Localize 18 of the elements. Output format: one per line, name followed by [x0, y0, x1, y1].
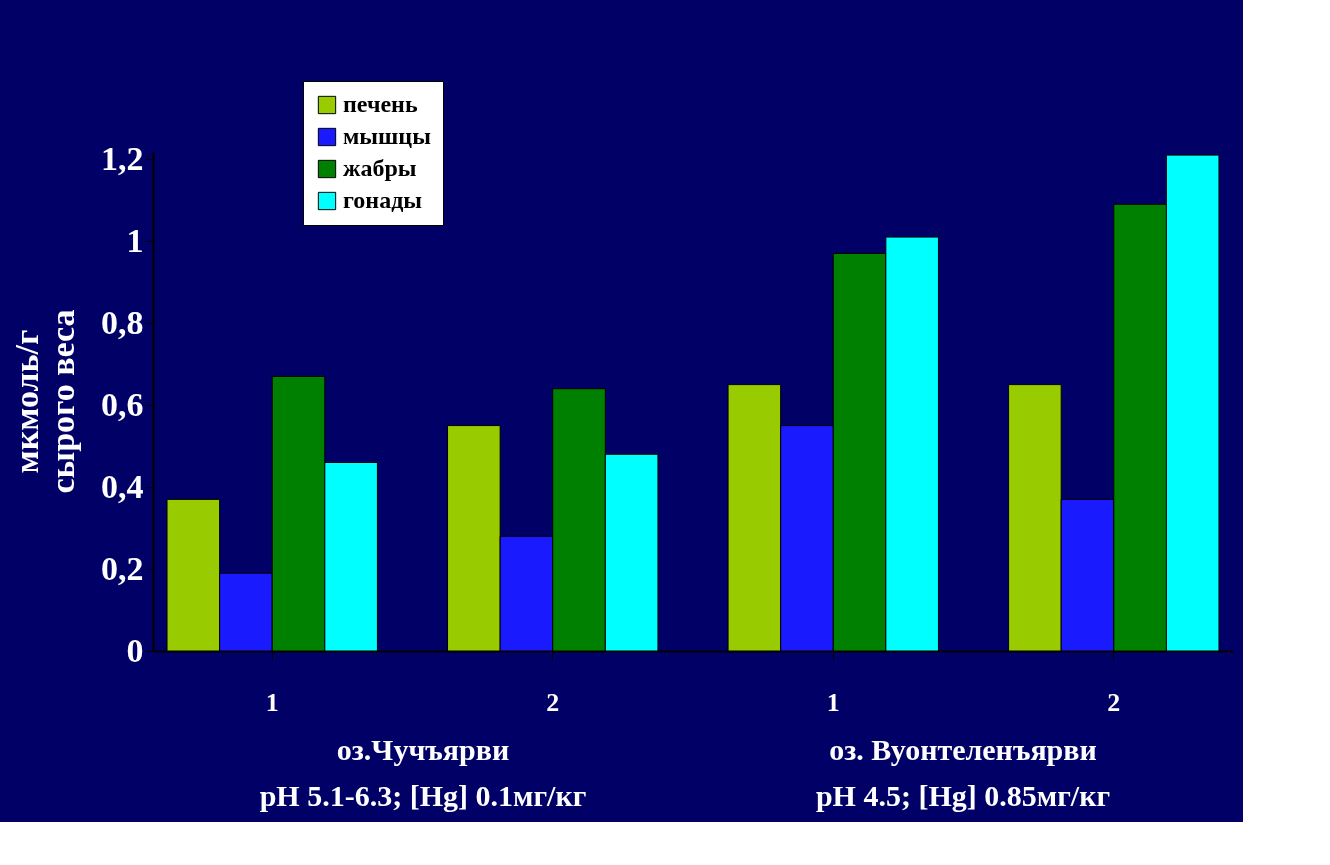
y-tick-label: 0,8 — [101, 303, 144, 341]
x-tick-label: 1 — [265, 687, 279, 717]
text: оз. Вуонтеленъярви pH 4.5; [Hg] 0.85мг/кг — [815, 733, 1111, 812]
y-axis-title: мкмоль/г сырого веса — [8, 309, 81, 494]
x-tick-label: 1 — [826, 687, 840, 717]
x-tick-label: 2 — [546, 687, 560, 717]
legend-label: жабры — [343, 155, 417, 181]
y-tick-label: 0,2 — [101, 549, 144, 587]
y-tick-label: 0,4 — [101, 467, 144, 505]
legend-label: мышцы — [343, 123, 432, 149]
y-tick-label: 1,2 — [101, 139, 144, 177]
y-tick-label: 1 — [126, 221, 144, 259]
legend-label: печень — [343, 91, 418, 117]
y-tick-label: 0,6 — [101, 385, 144, 423]
legend-label: гонады — [343, 187, 423, 213]
text: оз.Чучъярви pH 5.1-6.3; [Hg] 0.1мг/кг — [259, 733, 587, 812]
x-tick-label: 2 — [1107, 687, 1121, 717]
y-tick-label: 0 — [126, 631, 144, 669]
